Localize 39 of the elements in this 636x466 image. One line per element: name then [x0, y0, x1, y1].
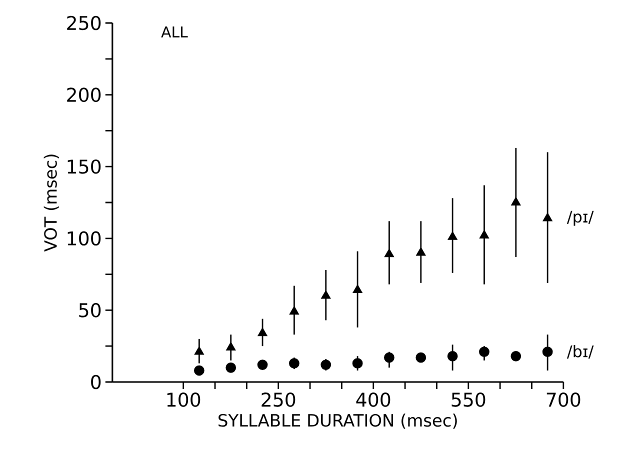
point — [257, 360, 268, 370]
y-tick-label: 0 — [91, 374, 101, 390]
series-label: /pɪ/ — [566, 210, 594, 226]
annotation: ALL — [161, 26, 188, 38]
x-tick-label: 550 — [452, 392, 486, 407]
point — [384, 248, 394, 258]
point — [226, 342, 236, 350]
point — [226, 362, 236, 373]
point — [352, 358, 363, 369]
point — [542, 346, 553, 358]
point — [479, 346, 490, 358]
point — [510, 350, 522, 362]
y-tick-label: 50 — [79, 303, 101, 318]
point — [447, 350, 458, 362]
point — [288, 358, 300, 369]
y-tick-label: 250 — [67, 16, 101, 30]
x-tick-label: 250 — [262, 392, 296, 407]
point — [416, 248, 426, 256]
x-tick-label: 100 — [167, 392, 200, 407]
point — [416, 352, 426, 363]
x-tick-label: 700 — [546, 392, 580, 407]
series-label: /bɪ/ — [566, 345, 594, 359]
y-tick-label: 100 — [68, 231, 101, 246]
y-tick-label: 200 — [67, 88, 101, 102]
point — [448, 232, 458, 240]
point — [290, 306, 299, 315]
point — [352, 284, 362, 294]
y-axis-title: VOT (msec) — [44, 154, 59, 252]
point — [194, 346, 204, 355]
y-tick-label: 150 — [68, 159, 101, 174]
x-axis-title: SYLLABLE DURATION (msec) — [218, 414, 457, 429]
point — [258, 328, 268, 336]
x-tick-label: 400 — [356, 392, 390, 407]
point — [542, 213, 552, 222]
point — [511, 197, 520, 206]
point — [194, 365, 204, 376]
point — [321, 290, 330, 299]
point — [320, 360, 332, 370]
point — [480, 230, 489, 238]
